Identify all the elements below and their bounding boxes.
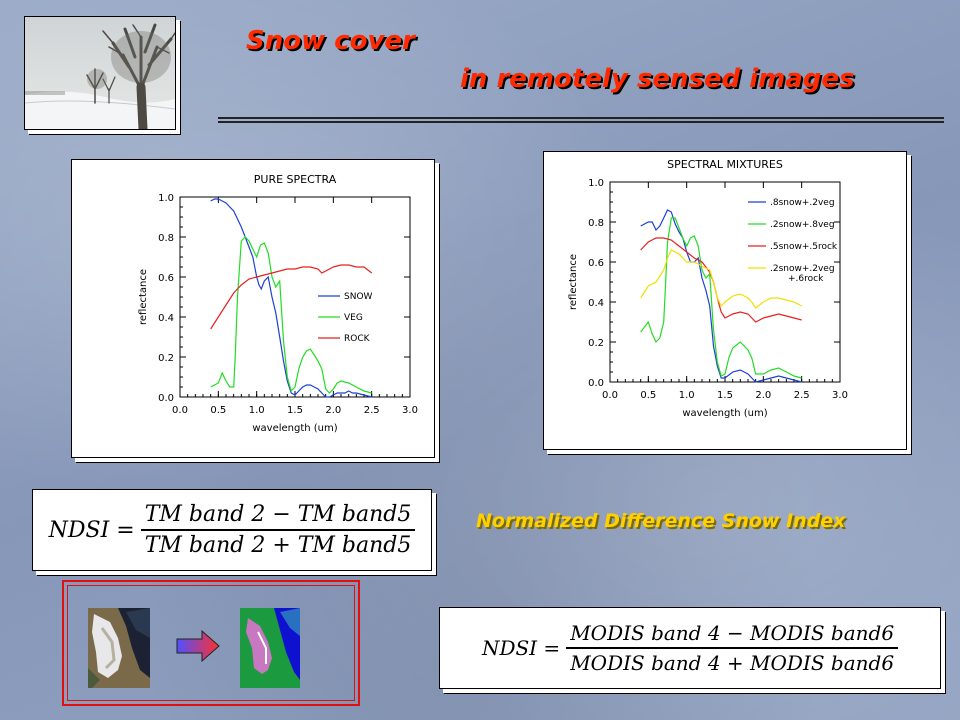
series-line: [210, 264, 373, 330]
title-rule-top: [218, 117, 944, 119]
y-tick-label: 1.0: [158, 193, 174, 204]
x-tick-label: 3.0: [832, 390, 848, 401]
y-axis-label: reflectance: [568, 254, 579, 310]
x-tick-label: 1.0: [249, 405, 265, 416]
tm-formula-numerator: TM band 2 − TM band5: [140, 502, 416, 531]
legend-label: .5snow+.5rock: [770, 242, 838, 252]
plot-frame: [179, 196, 411, 398]
ndsi-example-inner-border: [67, 585, 355, 701]
x-tick-label: 0.5: [210, 405, 226, 416]
legend-label: .2snow+.8veg: [770, 220, 835, 230]
modis-formula-denominator: MODIS band 4 + MODIS band6: [570, 651, 895, 675]
pure-spectra-svg: PURE SPECTRA 0.0 0.5 1.0 1.5 2.0 2.5 3.0 0.0 0.2 0…: [138, 173, 418, 434]
legend-label: SNOW: [344, 292, 373, 302]
ndsi-example-box: [62, 580, 360, 706]
spectral-mixtures-chart: SPECTRAL MIXTURES 0.0 0.5 1.0 1.5 2.0 2.5 3.0 0.…: [543, 151, 907, 450]
modis-formula-lhs: NDSI =: [481, 636, 561, 660]
x-tick-label: 0.5: [640, 390, 656, 401]
series-line: [640, 249, 802, 309]
x-axis-label: wavelength (um): [682, 408, 767, 419]
x-tick-label: 0.0: [172, 405, 188, 416]
x-tick-label: 1.5: [287, 405, 303, 416]
series-line: [210, 198, 372, 398]
x-tick-label: 2.5: [364, 405, 380, 416]
y-tick-label: 0.2: [588, 338, 604, 349]
legend-label: ROCK: [344, 334, 371, 344]
y-tick-label: 0.8: [158, 233, 174, 244]
series-line: [640, 209, 802, 383]
y-tick-label: 0.6: [588, 258, 604, 269]
y-tick-label: 1.0: [588, 178, 604, 189]
series-line: [640, 237, 802, 323]
y-tick-label: 0.0: [158, 393, 174, 404]
x-tick-label: 3.0: [402, 405, 418, 416]
winter-tree-photo: [24, 16, 176, 130]
y-tick-label: 0.4: [158, 313, 174, 324]
y-axis-label: reflectance: [138, 269, 149, 325]
modis-formula-fraction: MODIS band 4 − MODIS band6 MODIS band 4 …: [566, 621, 899, 675]
tm-formula-lhs: NDSI =: [48, 517, 135, 543]
tm-ndsi-formula: NDSI = TM band 2 − TM band5 TM band 2 + …: [32, 489, 432, 571]
chart-title: SPECTRAL MIXTURES: [667, 158, 783, 171]
chart-title: PURE SPECTRA: [254, 173, 337, 186]
x-tick-label: 2.5: [794, 390, 810, 401]
tm-formula-fraction: TM band 2 − TM band5 TM band 2 + TM band…: [140, 502, 416, 558]
series-line: [210, 236, 372, 394]
tm-formula-denominator: TM band 2 + TM band5: [144, 533, 412, 558]
x-tick-label: 1.5: [717, 390, 733, 401]
title-line-1: Snow cover: [246, 26, 415, 56]
pure-spectra-chart: PURE SPECTRA 0.0 0.5 1.0 1.5 2.0 2.5 3.0 0.0 0.2 0…: [71, 159, 435, 458]
spectral-mixtures-svg: SPECTRAL MIXTURES 0.0 0.5 1.0 1.5 2.0 2.5 3.0 0.…: [568, 158, 848, 419]
right-arrow-icon: [176, 629, 220, 663]
y-tick-label: 0.8: [588, 218, 604, 229]
y-tick-label: 0.6: [158, 273, 174, 284]
x-tick-label: 2.0: [325, 405, 341, 416]
legend-label: VEG: [344, 313, 363, 323]
snow-classification-map-icon: [240, 608, 300, 688]
y-tick-label: 0.4: [588, 298, 604, 309]
ndsi-caption: Normalized Difference Snow Index: [476, 510, 846, 532]
x-tick-label: 0.0: [602, 390, 618, 401]
modis-formula-numerator: MODIS band 4 − MODIS band6: [566, 621, 899, 649]
title-line-2: in remotely sensed images: [460, 64, 855, 94]
series-line: [640, 217, 802, 379]
legend-label: .2snow+.2veg: [770, 264, 835, 274]
satellite-true-color-icon: [88, 608, 150, 688]
y-tick-label: 0.0: [588, 378, 604, 389]
x-tick-label: 1.0: [679, 390, 695, 401]
legend-label: .8snow+.2veg: [770, 198, 835, 208]
y-tick-label: 0.2: [158, 353, 174, 364]
legend-label-cont: +.6rock: [788, 274, 824, 284]
x-axis-label: wavelength (um): [252, 423, 337, 434]
x-tick-label: 2.0: [755, 390, 771, 401]
title-rule-bottom: [218, 121, 944, 123]
modis-ndsi-formula: NDSI = MODIS band 4 − MODIS band6 MODIS …: [439, 607, 941, 689]
